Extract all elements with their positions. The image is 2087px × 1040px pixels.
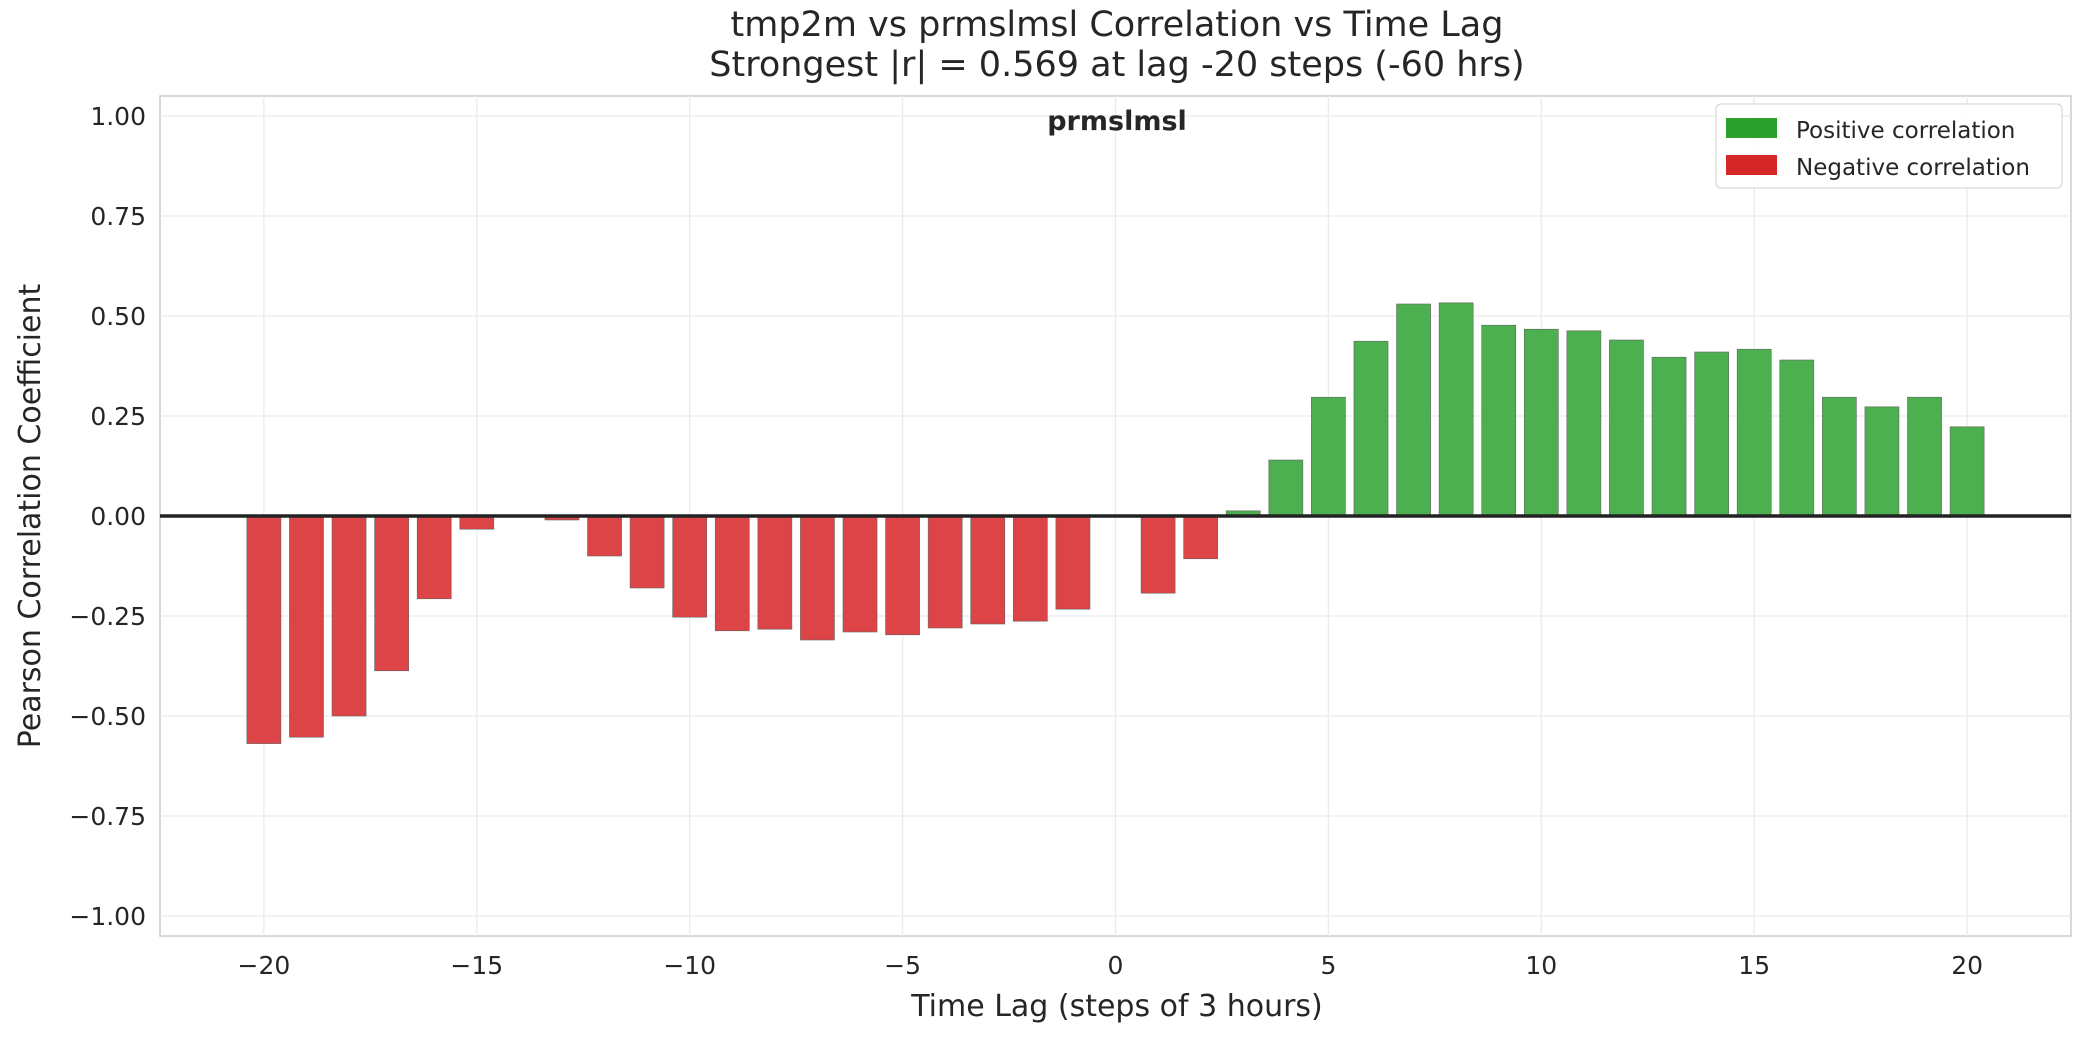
bar-lag-4 <box>1268 459 1304 517</box>
bar-lag-12 <box>1609 339 1644 517</box>
bar-lag-9 <box>1481 324 1517 517</box>
y-tick-label: 0.25 <box>90 402 146 431</box>
bar-lag-11 <box>1566 330 1602 517</box>
x-tick-label: 15 <box>1738 951 1770 980</box>
y-axis-label: Pearson Correlation Coefficient <box>13 284 48 749</box>
bars <box>246 302 1985 744</box>
x-tick-label: 0 <box>1108 951 1124 980</box>
chart-subtitle: Strongest |r| = 0.569 at lag -20 steps (… <box>709 45 1524 85</box>
x-tick-label: −15 <box>450 951 503 980</box>
y-tick-label: 0.75 <box>90 202 146 231</box>
annotation-label: prmslmsl <box>1047 106 1187 137</box>
bar-lag--20 <box>246 515 282 744</box>
x-tick-label: 20 <box>1951 951 1983 980</box>
bar-lag--11 <box>629 515 665 589</box>
bar-lag-5 <box>1311 396 1346 517</box>
bar-lag-17 <box>1822 396 1857 517</box>
bar-lag-15 <box>1736 348 1772 517</box>
bar-lag--1 <box>1055 515 1091 610</box>
bar-lag--2 <box>1013 515 1048 622</box>
bar-lag--17 <box>374 515 409 672</box>
bar-lag-14 <box>1694 351 1729 517</box>
bar-lag--8 <box>757 515 793 630</box>
y-axis-ticks: 1.00 0.75 0.50 0.25 0.00 −0.25 −0.50 −0.75 −1.00 <box>69 102 146 931</box>
bar-lag-6 <box>1353 340 1389 517</box>
bar-lag--4 <box>927 515 963 629</box>
bar-lag-2 <box>1183 515 1218 560</box>
legend-label-negative: Negative correlation <box>1796 155 2030 181</box>
bar-lag--3 <box>970 515 1006 625</box>
legend-swatch-positive <box>1726 118 1777 138</box>
bar-lag--19 <box>289 515 324 738</box>
y-tick-label: −0.75 <box>69 802 146 831</box>
legend-label-positive: Positive correlation <box>1796 118 2015 144</box>
y-tick-label: −0.50 <box>69 702 146 731</box>
bar-lag--10 <box>672 515 708 618</box>
x-tick-label: −10 <box>663 951 716 980</box>
bar-lag-7 <box>1396 303 1431 517</box>
x-tick-label: −5 <box>884 951 921 980</box>
x-tick-label: 5 <box>1320 951 1336 980</box>
bar-lag--16 <box>416 515 452 600</box>
bar-lag-1 <box>1140 515 1176 594</box>
y-tick-label: −1.00 <box>69 902 146 931</box>
chart-title: tmp2m vs prmslmsl Correlation vs Time La… <box>731 5 1504 45</box>
bar-lag--6 <box>842 515 878 633</box>
bar-lag-19 <box>1907 396 1942 517</box>
bar-lag-16 <box>1779 359 1815 517</box>
x-tick-label: 10 <box>1525 951 1557 980</box>
bar-lag-10 <box>1523 328 1559 517</box>
y-tick-label: 1.00 <box>90 102 146 131</box>
y-tick-label: 0.00 <box>90 502 146 531</box>
legend: Positive correlation Negative correlatio… <box>1715 103 2063 189</box>
bar-lag--15 <box>459 515 495 530</box>
bar-lag-13 <box>1651 356 1687 517</box>
bar-lag-8 <box>1438 302 1474 517</box>
x-tick-label: −20 <box>238 951 291 980</box>
bar-lag--5 <box>885 515 920 636</box>
bar-lag-18 <box>1864 406 1900 517</box>
y-tick-label: 0.50 <box>90 302 146 331</box>
bar-lag--18 <box>331 515 367 717</box>
y-tick-label: −0.25 <box>69 602 146 631</box>
legend-swatch-negative <box>1726 155 1777 175</box>
bar-lag-20 <box>1949 426 1985 517</box>
bar-lag--7 <box>800 515 835 641</box>
bar-lag--9 <box>714 515 750 632</box>
legend-box <box>1715 103 2063 189</box>
x-axis-ticks: −20 −15 −10 −5 0 5 10 15 20 <box>238 951 1983 980</box>
x-axis-label: Time Lag (steps of 3 hours) <box>910 989 1323 1024</box>
bar-lag--12 <box>587 515 622 557</box>
